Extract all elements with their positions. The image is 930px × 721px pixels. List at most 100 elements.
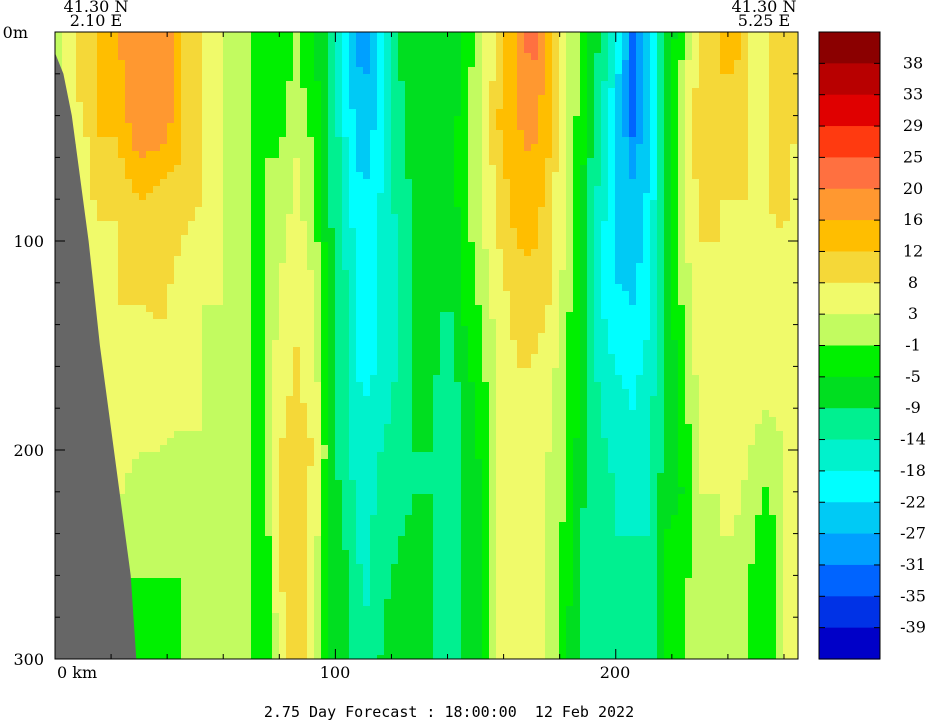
field-cell (349, 634, 357, 642)
field-cell (314, 487, 322, 495)
field-cell (342, 410, 350, 418)
field-cell (265, 298, 273, 306)
field-cell (307, 375, 315, 383)
field-cell (335, 655, 343, 659)
field-cell (111, 354, 119, 362)
field-cell (118, 445, 126, 453)
field-cell (440, 95, 448, 103)
field-cell (370, 452, 378, 460)
field-cell (426, 242, 434, 250)
field-cell (279, 123, 287, 131)
field-cell (265, 305, 273, 313)
field-cell (202, 585, 210, 593)
field-cell (293, 263, 301, 271)
field-cell (412, 403, 420, 411)
field-cell (174, 424, 182, 432)
field-cell (286, 375, 294, 383)
field-cell (342, 207, 350, 215)
field-cell (76, 39, 84, 47)
field-cell (377, 277, 385, 285)
field-cell (405, 165, 413, 173)
field-cell (97, 284, 105, 292)
field-cell (146, 431, 154, 439)
field-cell (321, 424, 329, 432)
field-cell (377, 312, 385, 320)
field-cell (279, 340, 287, 348)
field-cell (244, 74, 252, 82)
field-cell (139, 389, 147, 397)
field-cell (258, 221, 266, 229)
field-cell (174, 137, 182, 145)
field-cell (412, 109, 420, 117)
field-cell (405, 613, 413, 621)
field-cell (230, 592, 238, 600)
field-cell (398, 249, 406, 257)
field-cell (370, 158, 378, 166)
field-cell (125, 270, 133, 278)
field-cell (265, 396, 273, 404)
field-cell (160, 172, 168, 180)
field-cell (265, 375, 273, 383)
field-cell (307, 284, 315, 292)
field-cell (272, 179, 280, 187)
field-cell (349, 249, 357, 257)
field-cell (377, 585, 385, 593)
field-cell (426, 326, 434, 334)
field-cell (139, 655, 147, 659)
field-cell (279, 571, 287, 579)
field-cell (314, 438, 322, 446)
field-cell (398, 606, 406, 614)
field-cell (356, 347, 364, 355)
field-cell (223, 578, 231, 586)
field-cell (146, 389, 154, 397)
field-cell (216, 438, 224, 446)
field-cell (342, 277, 350, 285)
field-cell (146, 438, 154, 446)
field-cell (272, 438, 280, 446)
field-cell (139, 130, 147, 138)
field-cell (328, 445, 336, 453)
field-cell (90, 67, 98, 75)
field-cell (349, 144, 357, 152)
field-cell (377, 46, 385, 54)
field-cell (293, 501, 301, 509)
field-cell (258, 242, 266, 250)
field-cell (433, 46, 441, 54)
field-cell (328, 487, 336, 495)
field-cell (370, 459, 378, 467)
field-cell (370, 53, 378, 61)
field-cell (342, 158, 350, 166)
field-cell (209, 459, 217, 467)
field-cell (146, 67, 154, 75)
field-cell (202, 32, 210, 40)
field-cell (314, 312, 322, 320)
field-cell (195, 46, 203, 54)
field-cell (314, 333, 322, 341)
field-cell (237, 151, 245, 159)
field-cell (335, 53, 343, 61)
field-cell (293, 368, 301, 376)
field-cell (412, 487, 420, 495)
field-cell (244, 95, 252, 103)
field-cell (328, 382, 336, 390)
field-cell (153, 277, 161, 285)
field-cell (83, 95, 91, 103)
field-cell (125, 53, 133, 61)
field-cell (279, 60, 287, 68)
field-cell (349, 361, 357, 369)
field-cell (244, 151, 252, 159)
field-cell (132, 165, 140, 173)
field-cell (349, 256, 357, 264)
field-cell (90, 207, 98, 215)
field-cell (363, 375, 371, 383)
field-cell (209, 585, 217, 593)
field-cell (279, 354, 287, 362)
field-cell (377, 473, 385, 481)
field-cell (426, 263, 434, 271)
field-cell (174, 186, 182, 194)
field-cell (216, 382, 224, 390)
field-cell (181, 459, 189, 467)
field-cell (314, 431, 322, 439)
field-cell (328, 39, 336, 47)
field-cell (251, 53, 259, 61)
